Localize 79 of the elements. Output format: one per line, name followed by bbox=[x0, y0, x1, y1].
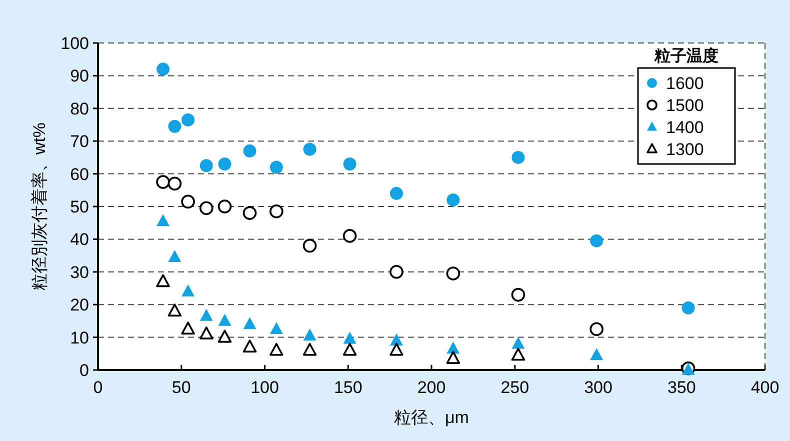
point bbox=[243, 317, 256, 330]
point bbox=[590, 348, 604, 360]
point bbox=[168, 120, 182, 133]
y-tick-label: 100 bbox=[60, 34, 89, 53]
point bbox=[342, 342, 357, 356]
point bbox=[590, 322, 604, 336]
point bbox=[168, 304, 182, 317]
point bbox=[270, 160, 283, 174]
point bbox=[682, 301, 695, 314]
y-tick-label: 70 bbox=[70, 132, 89, 152]
x-tick-label: 150 bbox=[334, 378, 362, 397]
y-tick-label: 50 bbox=[70, 198, 89, 216]
point bbox=[390, 333, 403, 346]
point bbox=[302, 238, 317, 253]
point bbox=[182, 284, 195, 296]
point bbox=[590, 234, 604, 248]
point bbox=[270, 204, 284, 218]
point bbox=[446, 342, 460, 354]
y-tick-label: 40 bbox=[70, 230, 89, 250]
point bbox=[168, 176, 182, 191]
x-axis-title: 粒径、μm bbox=[394, 408, 469, 427]
point bbox=[511, 288, 526, 302]
y-tick-label: 30 bbox=[70, 262, 89, 282]
point bbox=[218, 314, 232, 326]
y-tick-label: 10 bbox=[70, 328, 89, 348]
point bbox=[303, 328, 316, 341]
x-tick-label: 0 bbox=[93, 378, 103, 397]
point bbox=[181, 194, 195, 208]
point bbox=[200, 308, 213, 321]
point bbox=[242, 206, 257, 220]
point bbox=[199, 326, 214, 340]
point bbox=[181, 322, 195, 335]
point bbox=[511, 348, 526, 361]
legend-title: 粒子温度 bbox=[654, 46, 718, 65]
y-tick-label: 60 bbox=[70, 164, 89, 184]
point bbox=[390, 186, 403, 200]
point bbox=[218, 200, 232, 214]
point bbox=[512, 336, 525, 349]
point bbox=[390, 342, 404, 356]
point bbox=[199, 201, 214, 216]
point bbox=[390, 265, 404, 279]
point bbox=[342, 229, 357, 243]
x-tick-label: 350 bbox=[667, 378, 696, 397]
point bbox=[156, 214, 170, 226]
point bbox=[218, 157, 232, 170]
point bbox=[243, 144, 256, 158]
point bbox=[446, 266, 460, 280]
y-tick-label: 90 bbox=[70, 66, 89, 86]
point bbox=[270, 342, 284, 356]
legend-label: 1500 bbox=[666, 96, 704, 115]
point bbox=[303, 142, 316, 156]
x-tick-label: 50 bbox=[172, 378, 191, 397]
legend-label: 1300 bbox=[666, 140, 704, 159]
y-tick-label: 0 bbox=[80, 361, 89, 380]
point bbox=[302, 342, 317, 356]
point bbox=[343, 332, 356, 344]
point bbox=[242, 340, 257, 353]
point bbox=[512, 150, 525, 164]
point bbox=[200, 159, 213, 172]
x-tick-label: 200 bbox=[417, 378, 446, 397]
point bbox=[156, 274, 170, 288]
y-tick-label: 80 bbox=[70, 99, 89, 118]
point bbox=[156, 175, 170, 189]
x-tick-label: 400 bbox=[750, 378, 780, 397]
point bbox=[446, 351, 460, 364]
y-tick-label: 20 bbox=[70, 296, 89, 315]
point bbox=[156, 62, 170, 76]
point bbox=[168, 250, 182, 262]
point bbox=[182, 113, 195, 126]
x-tick-label: 100 bbox=[250, 378, 279, 397]
point bbox=[446, 193, 460, 206]
y-axis-title: 粒径別灰付着率、wt% bbox=[30, 122, 49, 291]
x-tick-label: 250 bbox=[500, 378, 530, 397]
legend-label: 1400 bbox=[666, 118, 704, 137]
point bbox=[270, 322, 283, 334]
x-tick-label: 300 bbox=[584, 378, 612, 397]
point bbox=[343, 157, 356, 170]
point bbox=[218, 330, 232, 343]
legend-label: 1600 bbox=[666, 74, 704, 93]
